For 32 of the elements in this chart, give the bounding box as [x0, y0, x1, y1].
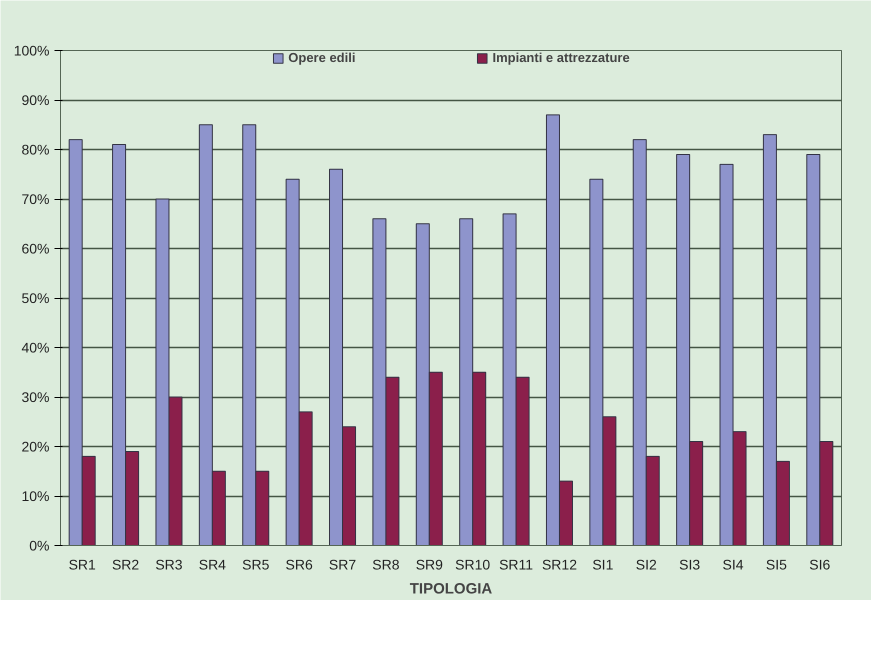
x-tick-label: SI5 — [766, 556, 788, 572]
y-tick-label: 30% — [21, 389, 50, 405]
x-tick-label: SR1 — [68, 556, 96, 572]
y-tick-label: 0% — [29, 538, 50, 554]
x-tick-label: SR12 — [542, 556, 578, 572]
x-axis-title: TIPOLOGIA — [410, 580, 492, 598]
y-tick-label: 60% — [21, 240, 50, 256]
x-tick-label: SR4 — [198, 556, 226, 572]
y-tick-label: 90% — [21, 92, 50, 108]
x-tick-label: SR3 — [155, 556, 183, 572]
y-tick-label: 10% — [21, 488, 50, 504]
y-tick-label: 80% — [21, 142, 50, 158]
x-tick-label: SR10 — [455, 556, 490, 572]
legend-label: Impianti e attrezzature — [492, 50, 630, 65]
x-tick-label: SR6 — [286, 556, 313, 572]
y-tick-label: 40% — [21, 340, 50, 356]
x-tick-label: SR8 — [372, 556, 400, 572]
y-tick-label: 50% — [21, 290, 50, 306]
x-tick-label: SI3 — [679, 556, 700, 572]
x-tick-label: SR2 — [112, 556, 140, 572]
y-tick-label: 20% — [21, 438, 50, 454]
y-tick-label: 100% — [14, 42, 50, 58]
x-tick-label: SI4 — [722, 556, 744, 572]
legend-label: Opere edili — [288, 50, 356, 65]
x-tick-label: SI1 — [592, 556, 614, 572]
x-tick-label: SR5 — [242, 556, 270, 572]
x-tick-label: SR7 — [328, 556, 356, 572]
x-tick-label: SR11 — [499, 556, 534, 572]
x-tick-label: SI6 — [809, 556, 831, 572]
y-tick-label: 70% — [21, 191, 50, 207]
x-tick-label: SI2 — [636, 556, 657, 572]
x-tick-label: SR9 — [416, 556, 444, 572]
